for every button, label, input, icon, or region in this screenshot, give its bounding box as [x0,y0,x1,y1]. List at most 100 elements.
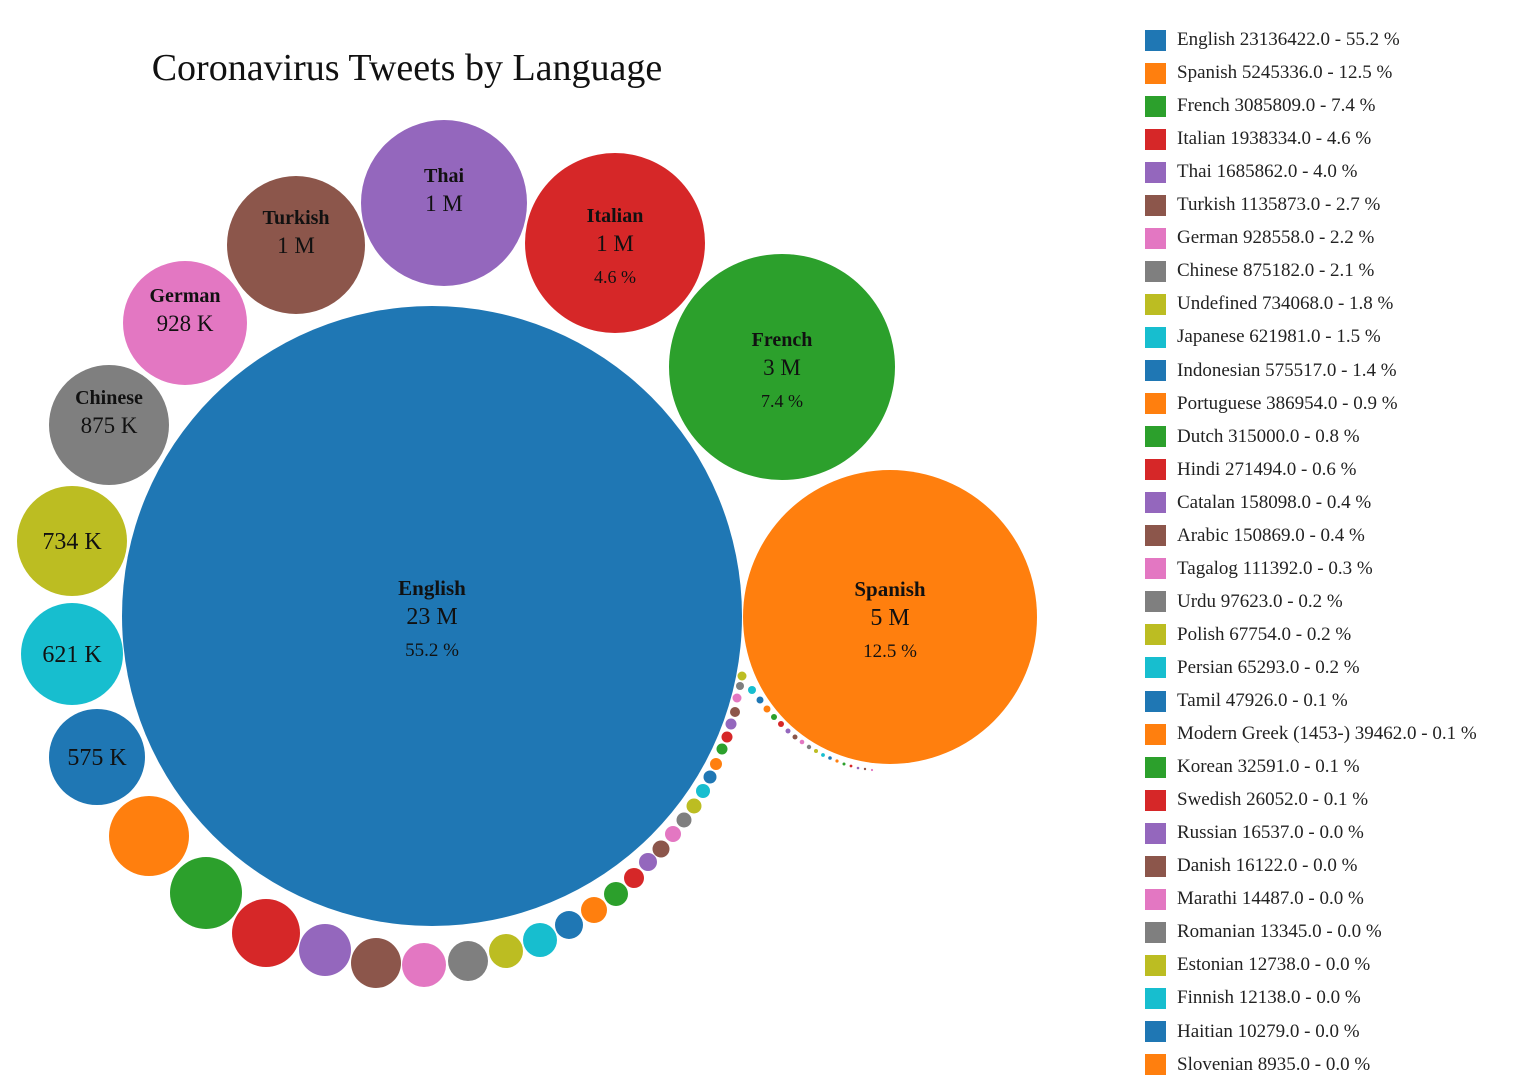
bubble-spanish[interactable] [743,470,1037,764]
bubble-undefined[interactable] [17,486,127,596]
legend-item-tamil[interactable]: Tamil 47926.0 - 0.1 % [1145,690,1348,712]
bubble-tamil[interactable] [555,911,583,939]
legend-label: Tamil 47926.0 - 0.1 % [1177,690,1348,711]
legend-item-thai[interactable]: Thai 1685862.0 - 4.0 % [1145,161,1357,183]
legend-item-tagalog[interactable]: Tagalog 111392.0 - 0.3 % [1145,558,1373,580]
bubble-indonesian[interactable] [49,709,145,805]
bubble-small-10 [814,749,818,753]
legend-item-arabic[interactable]: Arabic 150869.0 - 0.4 % [1145,525,1365,547]
bubble-korean[interactable] [604,882,628,906]
bubble-small-15 [849,764,853,768]
legend-item-french[interactable]: French 3085809.0 - 7.4 % [1145,95,1375,117]
bubble-russian[interactable] [639,853,657,871]
legend-label: Spanish 5245336.0 - 12.5 % [1177,62,1393,84]
legend-item-urdu[interactable]: Urdu 97623.0 - 0.2 % [1145,591,1343,613]
legend-label: Finnish 12138.0 - 0.0 % [1177,987,1361,1009]
bubble-finnish[interactable] [696,784,710,798]
legend-label: Thai 1685862.0 - 4.0 % [1177,161,1358,183]
legend-item-chinese[interactable]: Chinese 875182.0 - 2.1 % [1145,260,1374,282]
bubble-french[interactable] [669,254,895,480]
legend-item-german[interactable]: German 928558.0 - 2.2 % [1145,227,1374,249]
legend-label: Estonian 12738.0 - 0.0 % [1177,954,1371,976]
bubble-english[interactable] [122,306,742,926]
bubble-danish[interactable] [652,840,670,858]
legend-swatch [1145,260,1166,282]
bubble-estonian[interactable] [686,798,702,814]
legend-swatch [1145,888,1166,910]
legend-item-indonesian[interactable]: Indonesian 575517.0 - 1.4 % [1145,360,1397,382]
legend-item-slovenian[interactable]: Slovenian 8935.0 - 0.0 % [1145,1054,1370,1076]
bubble-hindi[interactable] [232,899,300,967]
bubble-romanian[interactable] [676,812,692,828]
legend-label: Indonesian 575517.0 - 1.4 % [1177,359,1397,381]
legend-item-italian[interactable]: Italian 1938334.0 - 4.6 % [1145,128,1371,150]
bubble-persian[interactable] [523,923,557,957]
bubble-haitian[interactable] [703,770,717,784]
legend-item-estonian[interactable]: Estonian 12738.0 - 0.0 % [1145,954,1370,976]
bubble-turkish[interactable] [227,176,365,314]
bubble-chinese[interactable] [49,365,169,485]
bubble-value-turkish: 1 M [277,233,315,258]
legend-swatch [1145,525,1166,547]
bubble-urdu[interactable] [448,941,488,981]
bubble-polish[interactable] [489,934,523,968]
bubble-value-thai: 1 M [425,191,463,216]
legend-item-finnish[interactable]: Finnish 12138.0 - 0.0 % [1145,987,1361,1009]
legend-item-swedish[interactable]: Swedish 26052.0 - 0.1 % [1145,789,1368,811]
bubble-thai[interactable] [361,120,527,286]
legend-item-portuguese[interactable]: Portuguese 386954.0 - 0.9 % [1145,393,1398,415]
legend-swatch [1145,62,1166,84]
bubble-small-5 [778,721,784,727]
legend-item-danish[interactable]: Danish 16122.0 - 0.0 % [1145,855,1357,877]
legend-label: Persian 65293.0 - 0.2 % [1177,656,1360,678]
legend-swatch [1145,426,1166,448]
bubble-german[interactable] [123,261,247,385]
legend-swatch [1145,954,1166,976]
bubble-tagalog[interactable] [402,943,446,987]
bubble-catalan[interactable] [299,924,351,976]
bubble-marathi[interactable] [665,826,681,842]
bubble-portuguese[interactable] [109,796,189,876]
legend-item-polish[interactable]: Polish 67754.0 - 0.2 % [1145,624,1351,646]
legend-swatch [1145,558,1166,580]
legend-item-undefined[interactable]: Undefined 734068.0 - 1.8 % [1145,293,1393,315]
legend-swatch [1145,921,1166,943]
legend-item-catalan[interactable]: Catalan 158098.0 - 0.4 % [1145,492,1371,514]
legend-item-romanian[interactable]: Romanian 13345.0 - 0.0 % [1145,921,1382,943]
bubble-dutch[interactable] [170,857,242,929]
bubble-small-17 [863,767,867,771]
bubble-swedish[interactable] [624,868,644,888]
legend-swatch [1145,194,1166,216]
legend-item-turkish[interactable]: Turkish 1135873.0 - 2.7 % [1145,194,1380,216]
legend-item-persian[interactable]: Persian 65293.0 - 0.2 % [1145,657,1360,679]
legend-item-dutch[interactable]: Dutch 315000.0 - 0.8 % [1145,426,1360,448]
legend-item-spanish[interactable]: Spanish 5245336.0 - 12.5 % [1145,62,1392,84]
bubble-italian[interactable] [525,153,705,333]
legend-swatch [1145,95,1166,117]
bubble-label-spanish: Spanish [854,577,926,601]
legend-label: Slovenian 8935.0 - 0.0 % [1177,1053,1371,1075]
legend-item-english[interactable]: English 23136422.0 - 55.2 % [1145,29,1400,51]
bubble-small-13 [835,759,839,763]
legend-item-korean[interactable]: Korean 32591.0 - 0.1 % [1145,756,1360,778]
legend-item-russian[interactable]: Russian 16537.0 - 0.0 % [1145,822,1364,844]
legend-swatch [1145,161,1166,183]
bubble-chart: Coronavirus Tweets by Language English 23… [17,47,1037,988]
bubble-slovenian[interactable] [710,758,722,770]
bubble-small-19 [736,682,744,690]
bubble-value-undefined: 734 K [42,529,102,555]
legend-swatch [1145,624,1166,646]
legend-item-haitian[interactable]: Haitian 10279.0 - 0.0 % [1145,1021,1360,1043]
legend-swatch [1145,822,1166,844]
bubble-percent-french: 7.4 % [761,391,803,411]
legend-item-hindi[interactable]: Hindi 271494.0 - 0.6 % [1145,459,1356,481]
legend-item-marathi[interactable]: Marathi 14487.0 - 0.0 % [1145,888,1364,910]
legend-item-japanese[interactable]: Japanese 621981.0 - 1.5 % [1145,326,1381,348]
bubble-modern-greek-1453[interactable] [581,897,607,923]
bubble-japanese[interactable] [21,603,123,705]
bubble-small-20 [732,693,742,703]
legend-item-modern-greek-1453[interactable]: Modern Greek (1453-) 39462.0 - 0.1 % [1145,723,1477,745]
bubble-arabic[interactable] [351,938,401,988]
legend-label: Russian 16537.0 - 0.0 % [1177,822,1364,844]
bubble-label-chinese: Chinese [75,387,143,409]
